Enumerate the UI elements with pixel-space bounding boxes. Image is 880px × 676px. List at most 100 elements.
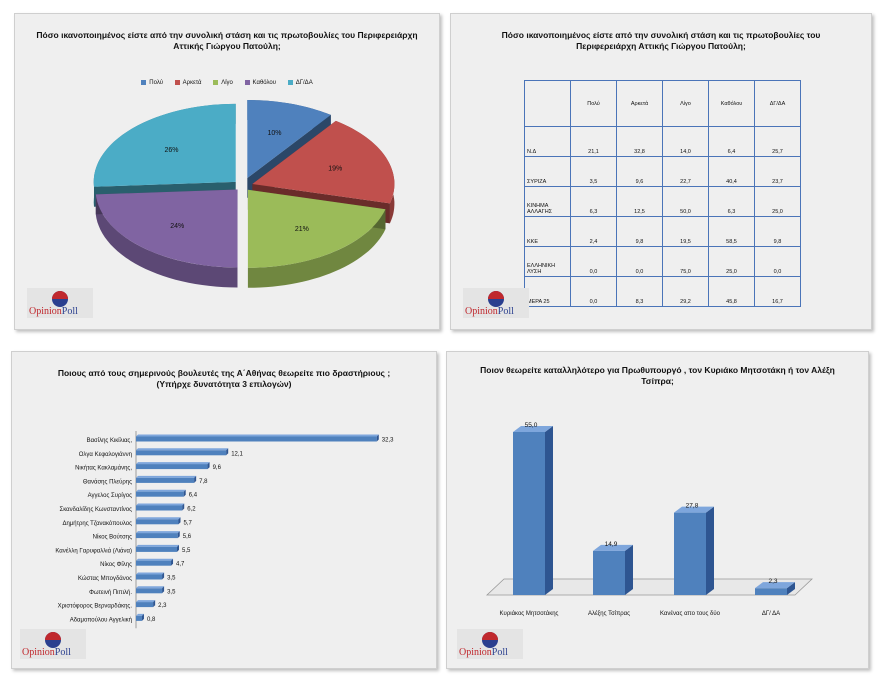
- table-cell: 40,4: [708, 156, 755, 187]
- hbar-value-label: 9,6: [213, 465, 222, 471]
- table-cell: 6,3: [708, 186, 755, 217]
- table-cell: 2,4: [570, 216, 617, 247]
- vbar-bar-top: [674, 506, 714, 513]
- hbar-title-line1: Ποιους από τους σημερινούς βουλευτές της…: [57, 368, 391, 378]
- hbar-value-label: 4,7: [176, 562, 185, 568]
- table-row: ΣΥΡΙΖΑ 3,5 9,6 22,7 40,4 23,7: [524, 156, 801, 187]
- hbar-bar: [136, 464, 208, 470]
- legend-item-arketa: Αρκετά: [174, 80, 202, 86]
- table-cell: 32,8: [616, 126, 663, 157]
- pie-slice-Πολύ: [247, 100, 331, 179]
- vbar-bar: [674, 512, 706, 595]
- col-header: Αρκετά: [616, 80, 663, 127]
- vbar-bar-top: [755, 582, 795, 589]
- vbar-category-label: Κυριάκος Μητσοτάκης: [500, 610, 559, 617]
- table-cell: 6,4: [708, 126, 755, 157]
- vbar-bar: [593, 550, 625, 595]
- hbar-bar-side: [177, 531, 180, 539]
- table-cell: 14,0: [662, 126, 709, 157]
- hbar-bar: [136, 450, 227, 456]
- hbar-category-label: Χριστόφορος Βερναρδάκης.: [58, 603, 133, 610]
- pie-slice-Καθόλου: [95, 189, 238, 268]
- table-cell: 12,5: [616, 186, 663, 217]
- hbar-bar: [136, 491, 184, 497]
- hbar-bar: [136, 546, 177, 552]
- vbar-bar-side: [787, 582, 795, 595]
- pie-data-label: 19%: [328, 166, 342, 173]
- hbar-value-label: 0,8: [147, 617, 156, 623]
- vbar-bar-top: [593, 544, 633, 551]
- hbar-bar-side: [226, 448, 229, 456]
- hbar-chart-panel: Ποιους από τους σημερινούς βουλευτές της…: [11, 351, 437, 669]
- row-label: ΚΚΕ: [524, 216, 571, 247]
- table-row: ΚΚΕ 2,4 9,8 19,5 58,5 9,8: [524, 216, 801, 247]
- hbar-value-label: 2,3: [158, 603, 167, 609]
- table-cell: 58,5: [708, 216, 755, 247]
- hbar-bar-side: [162, 572, 165, 580]
- col-header: Πολύ: [570, 80, 617, 127]
- row-label: ΣΥΡΙΖΑ: [524, 156, 571, 187]
- hbar-value-label: 3,5: [167, 589, 176, 595]
- pie-data-label: 26%: [165, 147, 179, 154]
- hbar-value-label: 32,3: [382, 438, 394, 444]
- hbar-bar-side: [171, 558, 174, 566]
- hbar-bar-side: [376, 434, 379, 442]
- hbar-bar-side: [162, 586, 165, 594]
- hbar-bar-side: [182, 503, 185, 511]
- table-cell: 25,0: [754, 186, 801, 217]
- table-title: Πόσο ικανοποιημένος είστε από την συνολι…: [501, 30, 821, 51]
- table-cell: 3,5: [570, 156, 617, 187]
- pie-slice-ΔΓ/ΔΑ: [93, 103, 236, 187]
- hbar-category-label: Δημήτρης Τζανακόπουλος: [62, 520, 132, 527]
- hbar-bar-top: [136, 613, 144, 616]
- hbar-bar: [136, 477, 195, 483]
- vbar-title-line1: Ποιον θεωρείτε καταλληλότερο για Πρωθυπο…: [480, 365, 835, 375]
- table-cell: 23,7: [754, 156, 801, 187]
- hbar-bar-top: [136, 531, 180, 534]
- hbar-value-label: 5,6: [183, 534, 192, 540]
- vbar-bar-top: [513, 426, 553, 432]
- table-cell: 29,2: [662, 276, 709, 307]
- vbar-category-label: Αλέξης Τσίπρας: [588, 610, 630, 617]
- hbar-bar: [136, 602, 154, 608]
- hbar-category-label: Νίκος Φίλης: [100, 562, 132, 568]
- hbar-chart: Βασίλης Κικίλιας, 32,3 Ολγα Κεφαλογιάννη 12…: [55, 431, 394, 629]
- vbar-bar: [755, 588, 787, 595]
- table-cell: 6,3: [570, 186, 617, 217]
- hbar-bar: [136, 588, 163, 594]
- hbar-bar: [136, 533, 178, 539]
- hbar-bar-top: [136, 462, 210, 465]
- opinionpoll-logo: OpinionPoll: [27, 288, 93, 318]
- hbar-value-label: 5,5: [182, 548, 191, 554]
- hbar-bar-top: [136, 517, 181, 520]
- hbar-bar-side: [141, 613, 144, 621]
- hbar-category-label: Θανάσης Πλεύρης: [83, 478, 132, 485]
- hbar-value-label: 3,5: [167, 576, 176, 582]
- row-label: Ν.Δ: [524, 126, 571, 157]
- pie-legend: Πολύ Αρκετά Λίγο Καθόλου ΔΓ/ΔΑ: [15, 80, 439, 86]
- table-cell: 0,0: [754, 246, 801, 277]
- hbar-bar: [136, 615, 142, 621]
- vbar-bar-side: [545, 426, 553, 595]
- table-cell: 19,5: [662, 216, 709, 247]
- col-header: Καθόλου: [708, 80, 755, 127]
- hbar-category-label: Νίκος Βούτσης: [93, 535, 132, 541]
- table-cell: 9,8: [616, 216, 663, 247]
- pie-slice-Λίγο: [247, 189, 386, 268]
- hbar-category-label: Φωτεινή Πιπιλή.: [89, 589, 132, 596]
- vbar-value-label: 27,8: [686, 503, 699, 510]
- vbar-value-label: 2,3: [768, 578, 777, 585]
- hbar-category-label: Βασίλης Κικίλιας,: [87, 438, 133, 444]
- hbar-bar: [136, 436, 377, 442]
- table-cell: 0,0: [570, 276, 617, 307]
- vbar-category-label: ΔΓ/ ΔΑ: [762, 611, 780, 617]
- table-panel: Πόσο ικανοποιημένος είστε από την συνολι…: [450, 13, 872, 330]
- legend-item-ligo: Λίγο: [213, 80, 233, 86]
- hbar-value-label: 6,4: [189, 493, 198, 499]
- pie-slice-Αρκετά: [252, 120, 395, 204]
- hbar-category-label: Κανέλλη Γαρυφαλλιά (Λιάνα): [55, 547, 132, 554]
- hbar-value-label: 12,1: [231, 451, 243, 457]
- row-label: ΕΛΛΗΝΙΚΗ ΛΥΣΗ: [524, 246, 571, 277]
- opinionpoll-logo: OpinionPoll: [20, 629, 86, 659]
- hbar-category-label: Ολγα Κεφαλογιάννη: [79, 451, 132, 458]
